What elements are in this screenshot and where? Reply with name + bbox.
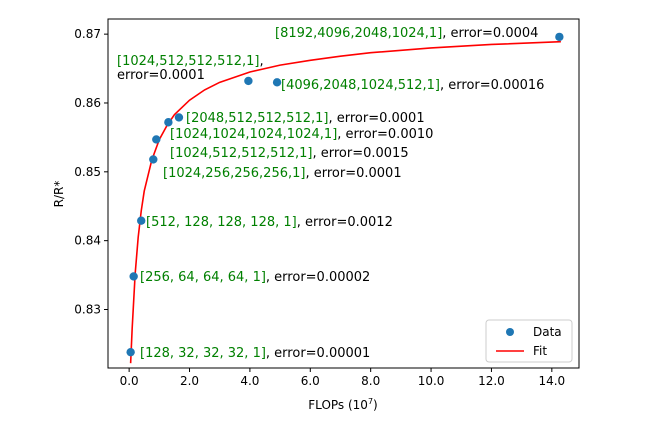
legend-fit-label: Fit	[533, 344, 547, 358]
x-tick-label-4: 8.0	[361, 374, 380, 388]
x-tick-label-7: 14.0	[538, 374, 565, 388]
data-point-6	[174, 113, 184, 122]
data-point-5	[164, 118, 173, 127]
x-tick-label-3: 6.0	[301, 374, 320, 388]
y-tick-label-4: 0.87	[74, 27, 101, 41]
data-point-9	[555, 32, 564, 42]
data-point-0	[126, 347, 135, 357]
legend-data-label: Data	[533, 325, 562, 339]
data-point-1	[129, 272, 138, 281]
annotation-2: [512, 128, 128, 128, 1], error=0.0012	[146, 215, 393, 230]
y-axis-label: R/R*	[52, 181, 66, 208]
fit-layer	[129, 40, 561, 364]
x-axis-label: FLOPs (107)	[308, 397, 377, 412]
plot-frame	[107, 18, 580, 369]
y-tick-label-0: 0.83	[74, 302, 101, 316]
annotation-4: [1024,512,512,512,1], error=0.0015	[170, 146, 409, 161]
annotation-6: [2048,512,512,512,1], error=0.0001	[186, 111, 425, 126]
legend: Data Fit	[485, 319, 573, 363]
points-layer	[126, 32, 564, 357]
x-tick-label-5: 10.0	[418, 374, 445, 388]
y-tick-label-1: 0.84	[74, 234, 101, 248]
annotation-8: [4096,2048,1024,512,1], error=0.00016	[281, 78, 544, 93]
x-ticks: 0.0 2.0 4.0 6.0 8.0 10.0 12.0 14.0	[120, 368, 565, 388]
x-tick-label-2: 4.0	[240, 374, 259, 388]
annotation-9: [8192,4096,2048,1024,1], error=0.0004	[275, 26, 538, 41]
data-point-7	[244, 76, 253, 86]
annotation-7-line2: error=0.0001	[117, 68, 205, 83]
annotation-0: [128, 32, 32, 32, 1], error=0.00001	[140, 346, 370, 361]
fit-line	[129, 40, 561, 364]
annotation-7: [1024,512,512,512,1],	[117, 54, 264, 69]
data-point-4	[152, 135, 161, 144]
y-ticks: 0.83 0.84 0.85 0.86 0.87	[74, 27, 108, 316]
annotation-3: [1024,256,256,256,1], error=0.0001	[163, 166, 402, 181]
data-point-8	[272, 78, 282, 87]
y-tick-label-3: 0.86	[74, 96, 101, 110]
data-point-3	[149, 155, 158, 164]
x-tick-label-1: 2.0	[180, 374, 199, 388]
data-point-2	[137, 216, 146, 225]
legend-data-marker	[506, 328, 514, 336]
y-tick-label-2: 0.85	[74, 165, 101, 179]
x-tick-label-0: 0.0	[120, 374, 139, 388]
x-tick-label-6: 12.0	[478, 374, 505, 388]
annotations: [128, 32, 32, 32, 1], error=0.00001 [256…	[117, 26, 544, 361]
annotation-5: [1024,1024,1024,1024,1], error=0.0010	[170, 127, 433, 142]
annotation-1: [256, 64, 64, 64, 1], error=0.00002	[140, 270, 370, 285]
